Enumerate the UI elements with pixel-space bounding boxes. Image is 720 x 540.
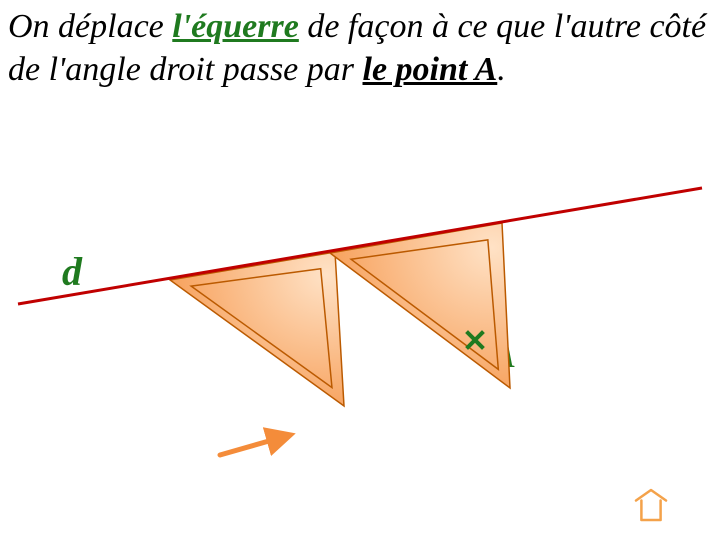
set-square-2-inner — [351, 240, 498, 370]
motion-arrow — [220, 435, 290, 455]
set-square-1-inner — [191, 269, 332, 388]
instruction-post: . — [497, 51, 506, 88]
instruction-pre: On déplace — [8, 8, 172, 45]
instruction-highlight-equerre: l'équerre — [172, 8, 299, 45]
label-a: A — [490, 330, 514, 377]
home-icon[interactable] — [636, 490, 666, 520]
point-a-cross — [468, 333, 482, 347]
set-square-1 — [170, 252, 344, 406]
label-d: d — [62, 248, 82, 295]
set-square-2 — [330, 223, 510, 388]
instruction-text: On déplace l'équerre de façon à ce que l… — [8, 6, 712, 91]
instruction-highlight-point-a: le point A — [363, 51, 498, 88]
line-d — [18, 188, 702, 304]
